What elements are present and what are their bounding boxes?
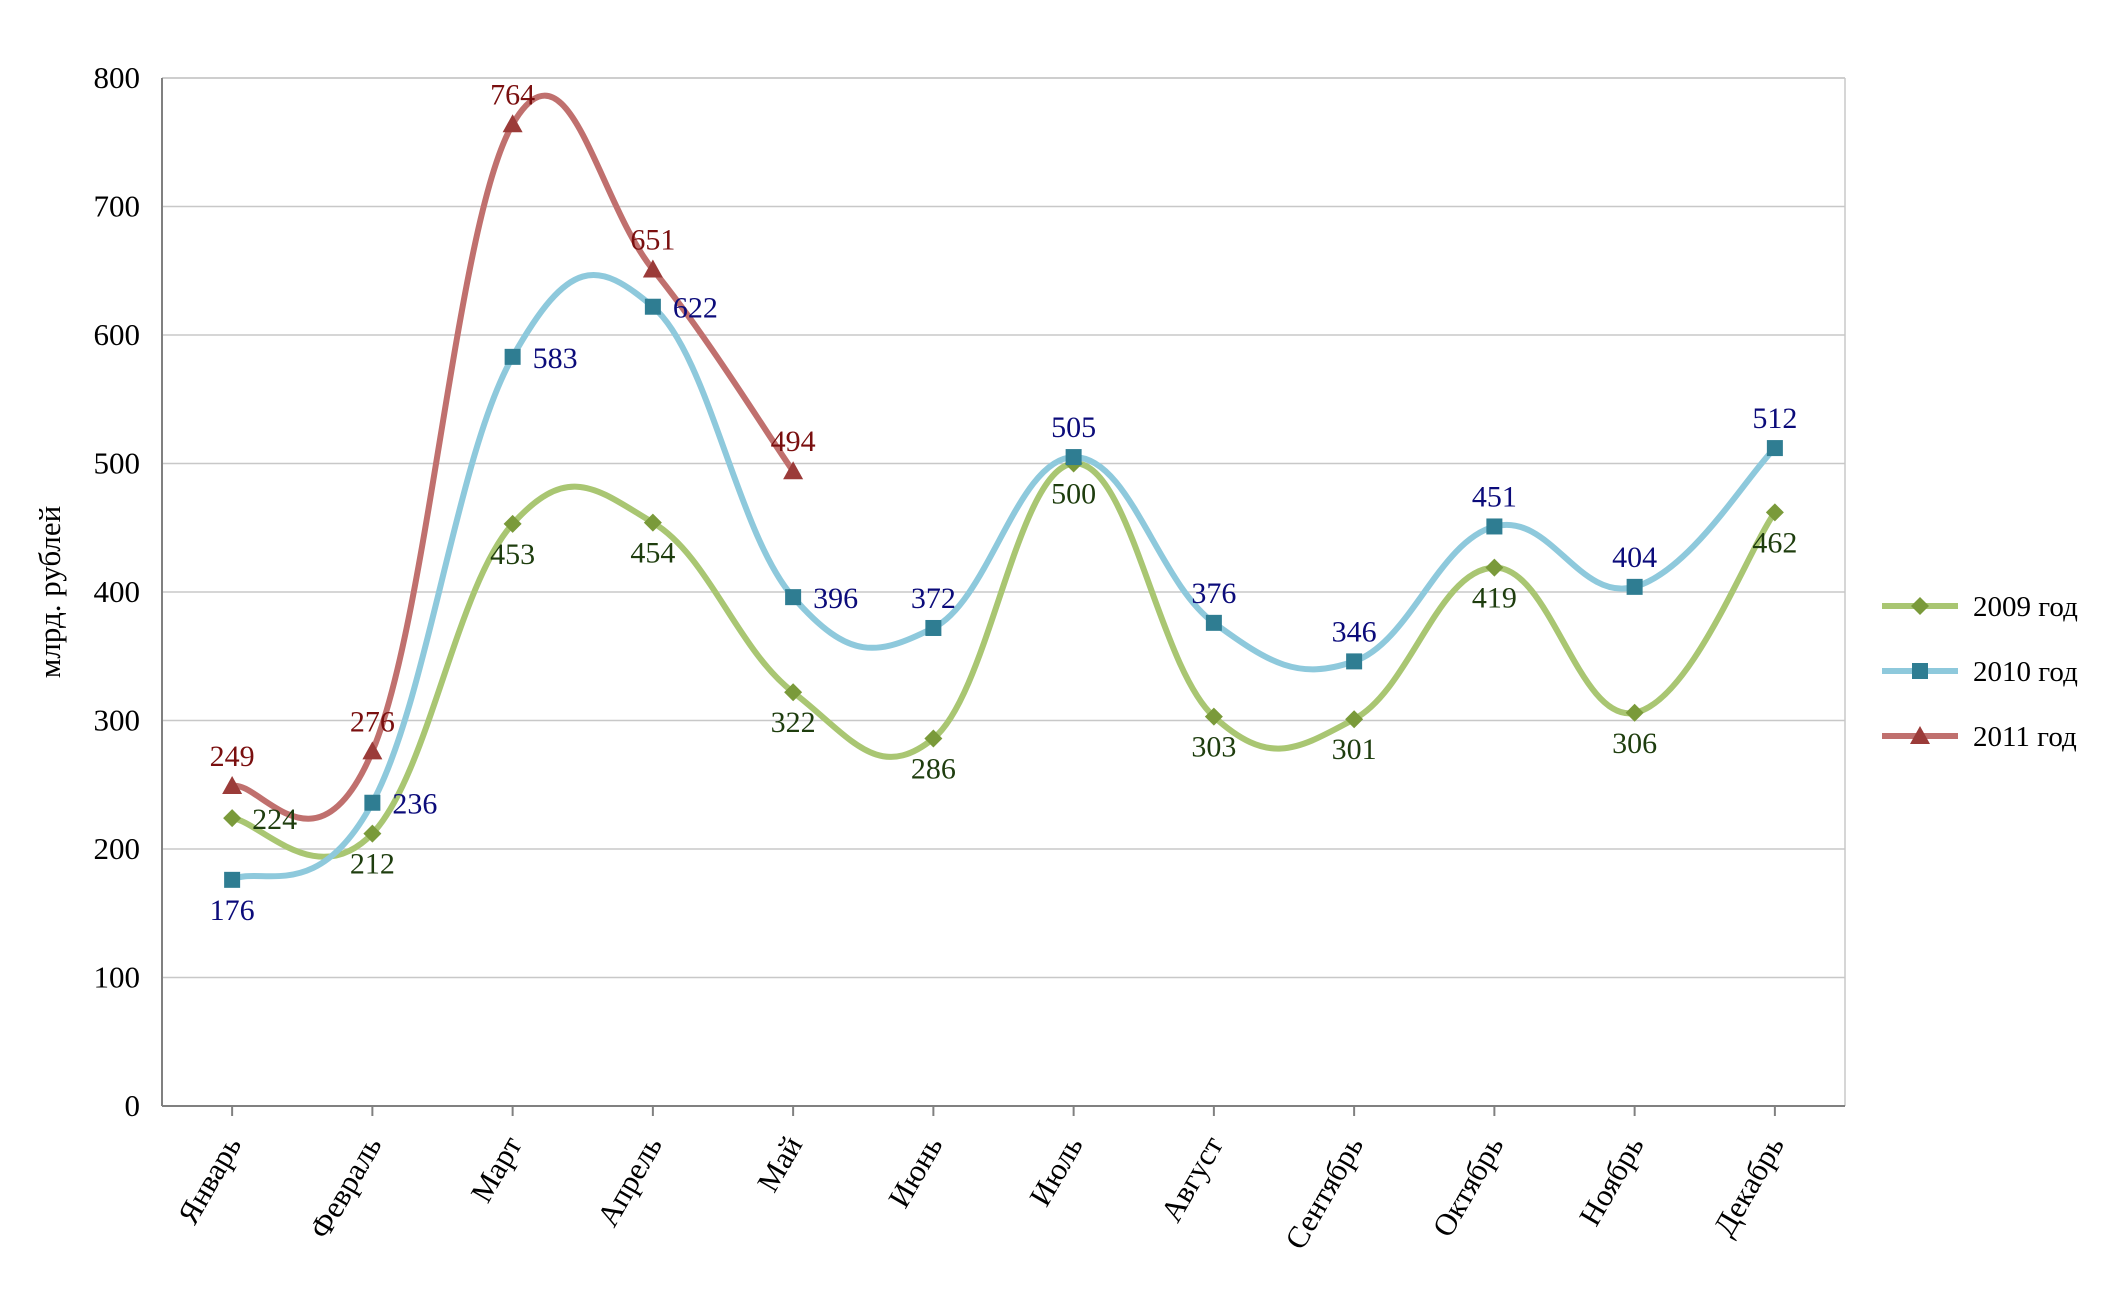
y-tick-label: 200 bbox=[94, 831, 141, 866]
legend-label: 2010 год bbox=[1973, 656, 2078, 688]
data-point bbox=[1066, 449, 1082, 465]
x-tick-label: Июнь bbox=[881, 1130, 949, 1214]
data-label: 396 bbox=[813, 582, 858, 615]
data-point bbox=[505, 349, 521, 365]
data-label: 249 bbox=[210, 740, 255, 773]
data-label: 622 bbox=[673, 292, 718, 325]
data-label: 224 bbox=[252, 803, 297, 836]
x-tick-label: Август bbox=[1153, 1130, 1230, 1228]
data-label: 454 bbox=[630, 537, 675, 570]
legend: 2009 год 2010 год 2011 год bbox=[1882, 591, 2078, 753]
data-label: 286 bbox=[911, 752, 956, 785]
data-label: 301 bbox=[1332, 733, 1377, 766]
y-tick-label: 100 bbox=[94, 960, 141, 995]
data-point bbox=[785, 589, 801, 605]
data-label: 505 bbox=[1051, 411, 1096, 444]
x-tick-label: Апрель bbox=[590, 1130, 669, 1232]
data-label: 583 bbox=[533, 342, 578, 375]
series-line bbox=[232, 463, 1775, 856]
data-label: 494 bbox=[771, 425, 816, 458]
data-point bbox=[224, 872, 240, 888]
data-label: 303 bbox=[1191, 731, 1236, 764]
data-point bbox=[1626, 704, 1644, 722]
x-tick-label: Ноябрь bbox=[1572, 1130, 1651, 1231]
chart-canvas: 0 100 200 300 400 500 600 700 800 Январь Февраль Ма… bbox=[0, 0, 2109, 1308]
data-point bbox=[1346, 653, 1362, 669]
line-chart: 0 100 200 300 400 500 600 700 800 Январь Февраль Ма… bbox=[0, 0, 2109, 1308]
data-point bbox=[1767, 440, 1783, 456]
series-lines bbox=[232, 96, 1775, 880]
legend-marker bbox=[1912, 663, 1928, 679]
y-tick-label: 400 bbox=[94, 574, 141, 609]
x-tick-label: Декабрь bbox=[1706, 1130, 1791, 1242]
data-point bbox=[362, 741, 382, 759]
data-point bbox=[1206, 615, 1222, 631]
y-axis-label: млрд. рублей bbox=[32, 506, 67, 678]
y-tick-label: 300 bbox=[94, 703, 141, 738]
y-tick-label: 0 bbox=[125, 1088, 141, 1123]
data-point bbox=[364, 795, 380, 811]
x-tick-label: Январь bbox=[170, 1130, 248, 1230]
data-point bbox=[223, 809, 241, 827]
data-label: 419 bbox=[1472, 582, 1517, 615]
legend-marker bbox=[1911, 597, 1929, 615]
data-point bbox=[1486, 518, 1502, 534]
data-label: 404 bbox=[1612, 541, 1657, 574]
data-label: 372 bbox=[911, 582, 956, 615]
data-label: 453 bbox=[490, 538, 535, 571]
data-label: 236 bbox=[392, 788, 437, 821]
legend-label: 2011 год bbox=[1973, 721, 2077, 753]
data-labels: 224 212 453 454 322 286 500 303 301 419 306 462 176 2… bbox=[210, 78, 1798, 927]
data-label: 322 bbox=[771, 706, 816, 739]
y-tick-label: 800 bbox=[94, 60, 141, 95]
data-label: 276 bbox=[350, 705, 395, 738]
data-label: 764 bbox=[490, 78, 535, 111]
x-tick-label: Сентябрь bbox=[1278, 1130, 1370, 1255]
data-label: 462 bbox=[1752, 526, 1797, 559]
data-label: 176 bbox=[210, 894, 255, 927]
x-tick-label: Октябрь bbox=[1425, 1130, 1510, 1243]
series-markers bbox=[222, 114, 1784, 888]
data-point bbox=[645, 299, 661, 315]
y-tick-label: 600 bbox=[94, 317, 141, 352]
axes: 0 100 200 300 400 500 600 700 800 Январь Февраль Ма… bbox=[94, 60, 1846, 1255]
data-point bbox=[925, 620, 941, 636]
y-tick-label: 500 bbox=[94, 446, 141, 481]
series-line bbox=[232, 96, 793, 819]
y-tick-label: 700 bbox=[94, 189, 141, 224]
data-label: 451 bbox=[1472, 480, 1517, 513]
data-label: 500 bbox=[1051, 478, 1096, 511]
x-tick-label: Март bbox=[463, 1130, 529, 1208]
data-label: 306 bbox=[1612, 727, 1657, 760]
x-tick-label: Июль bbox=[1022, 1130, 1090, 1212]
data-label: 212 bbox=[350, 848, 395, 881]
data-point bbox=[1627, 579, 1643, 595]
data-label: 376 bbox=[1191, 577, 1236, 610]
x-tick-label: Февраль bbox=[302, 1130, 388, 1245]
x-tick-label: Май bbox=[750, 1130, 809, 1198]
legend-label: 2009 год bbox=[1973, 591, 2078, 623]
data-label: 512 bbox=[1752, 402, 1797, 435]
data-label: 651 bbox=[630, 223, 675, 256]
data-label: 346 bbox=[1332, 615, 1377, 648]
data-point bbox=[1485, 559, 1503, 577]
